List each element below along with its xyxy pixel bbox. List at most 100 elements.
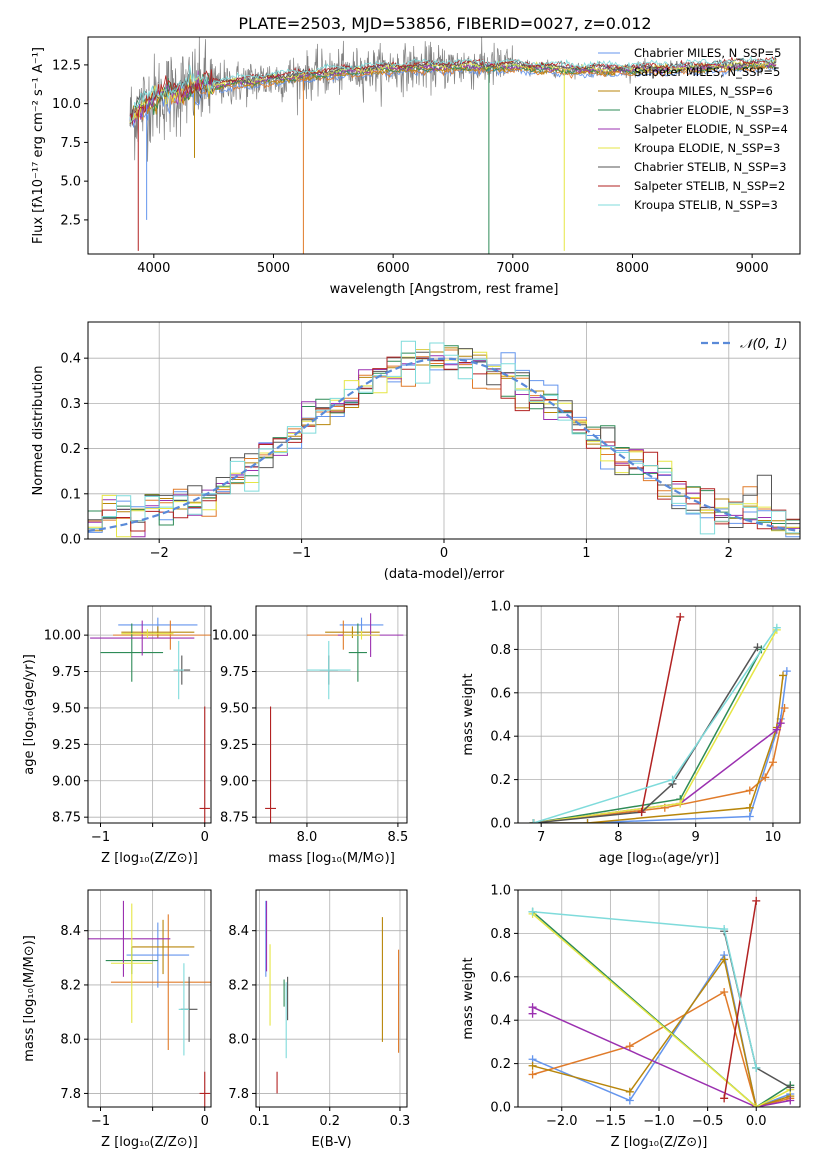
- massz-frame: [87, 889, 212, 1108]
- wz-ylabel: mass weight: [461, 957, 476, 1039]
- wz-xtick-label-0: −2.0: [546, 1114, 578, 1129]
- agem-xtick-label-0: 8.0: [297, 830, 318, 845]
- age-vs-z-panel: −1 0 8.75 9.00 9.25 9.50 9.75 10.00 Z [log₁₀(Z/Z…: [22, 605, 212, 866]
- agez-ytick-label-5: 10.00: [44, 629, 81, 644]
- spectrum-frame: [87, 36, 801, 255]
- wz-plot-area: [528, 896, 795, 1107]
- hist-xtick-label-0: −2: [150, 546, 169, 561]
- wage-series-7: [640, 616, 681, 813]
- agem-ytick-label-5: 10.00: [212, 629, 249, 644]
- histogram-plot-area: [88, 340, 800, 538]
- wage-series-4-marker-2: [772, 725, 781, 734]
- massz-xlabel: Z [log₁₀(Z/Z⊙)]: [101, 1135, 198, 1150]
- spectrum-panel: 4000 5000 6000 7000 8000 9000 2.5 5.0 7.5 10.0 12.…: [31, 36, 801, 297]
- massebv-xtick-label-0: 0.1: [249, 1114, 270, 1129]
- wz-series-8-marker-1: [720, 925, 729, 934]
- massebv-ytick-label-1: 8.0: [228, 1033, 249, 1048]
- agez-xlabel: Z [log₁₀(Z/Z⊙)]: [101, 851, 198, 866]
- residual-histogram-panel: −2 −1 0 1 2 0.0 0.1 0.2 0.3 0.4 (data-model)/error…: [31, 321, 801, 582]
- weight-vs-age-panel: 7 8 9 10 0.0 0.2 0.4 0.6 0.8 1.0 age [log₁₀(age/yr…: [461, 600, 801, 866]
- spectrum-ytick-label-3: 10.0: [52, 97, 81, 112]
- spectrum-legend-label-5: Kroupa ELODIE, N_SSP=3: [634, 141, 780, 155]
- wage-series-0-marker-2: [745, 812, 754, 821]
- wage-series-7-marker-1: [676, 612, 685, 621]
- wz-series-1-marker-1: [625, 1042, 634, 1051]
- wz-xtick-label-4: 0.0: [746, 1114, 767, 1129]
- hist-xtick-label-2: 0: [440, 546, 448, 561]
- wage-series-0-marker-4: [782, 667, 791, 676]
- spectrum-legend-label-2: Kroupa MILES, N_SSP=6: [634, 84, 773, 98]
- agez-xtick-label-2: 0: [201, 830, 209, 845]
- wz-series-5: [532, 913, 791, 1107]
- wz-ytick-label-3: 0.6: [490, 970, 511, 985]
- wz-series-6-marker-2: [786, 1083, 795, 1092]
- wage-ytick-label-2: 0.4: [490, 730, 511, 745]
- spectrum-model-line-2: [129, 62, 777, 122]
- spectrum-ytick-label-2: 7.5: [60, 136, 81, 151]
- massz-xtick-label-0: −1: [91, 1114, 110, 1129]
- agez-plot-area: [90, 617, 211, 823]
- wz-ytick-label-5: 1.0: [490, 884, 511, 899]
- wage-plot-area: [529, 612, 791, 823]
- histogram-series-8: [88, 340, 800, 538]
- agem-ytick-label-4: 9.75: [220, 665, 249, 680]
- wz-series-1-marker-0: [528, 1070, 537, 1079]
- spectrum-legend-label-6: Chabrier STELIB, N_SSP=3: [634, 160, 786, 174]
- wage-series-6-marker-3: [753, 643, 762, 652]
- wz-series-0-marker-1: [625, 1096, 634, 1105]
- agez-ytick-label-3: 9.50: [52, 701, 81, 716]
- spectrum-legend-label-4: Salpeter ELODIE, N_SSP=4: [634, 122, 788, 136]
- wage-ytick-label-5: 1.0: [490, 600, 511, 615]
- massz-ytick-label-3: 8.4: [60, 924, 81, 939]
- wz-series-1-marker-2: [720, 987, 729, 996]
- spectrum-model-line-7: [129, 56, 777, 125]
- spectrum-legend-label-0: Chabrier MILES, N_SSP=5: [634, 46, 781, 60]
- wage-series-5-marker-1: [676, 799, 685, 808]
- wage-xtick-label-2: 9: [692, 830, 700, 845]
- hist-ytick-label-4: 0.4: [60, 352, 81, 367]
- wz-ytick-label-1: 0.2: [490, 1057, 511, 1072]
- agez-ylabel: age [log₁₀(age/yr)]: [22, 654, 37, 775]
- wz-series-2-marker-2: [720, 955, 729, 964]
- wz-series-4-marker-1: [528, 1003, 537, 1012]
- wage-series-1-marker-3: [761, 773, 770, 782]
- massz-ytick-label-1: 8.0: [60, 1033, 81, 1048]
- spectrum-xtick-label-0: 4000: [137, 261, 170, 276]
- agem-xtick-label-1: 8.5: [388, 830, 409, 845]
- wage-series-7-marker-0: [637, 808, 646, 817]
- wz-series-3: [532, 911, 791, 1107]
- wage-series-2-marker-2: [745, 803, 754, 812]
- hist-ytick-label-1: 0.1: [60, 487, 81, 502]
- wage-series-4-marker-3: [776, 719, 785, 728]
- hist-xtick-label-1: −1: [292, 546, 311, 561]
- wz-xtick-label-1: −1.5: [595, 1114, 627, 1129]
- wage-series-8-marker-0: [529, 819, 538, 823]
- agez-frame: [87, 605, 212, 824]
- wage-series-1-marker-5: [780, 703, 789, 712]
- wage-ylabel: mass weight: [461, 673, 476, 755]
- massebv-ytick-label-3: 8.4: [228, 924, 249, 939]
- spectrum-model-line-8: [129, 55, 777, 123]
- wage-xtick-label-0: 7: [537, 830, 545, 845]
- spectrum-xtick-label-3: 7000: [496, 261, 529, 276]
- wage-series-1-marker-2: [745, 786, 754, 795]
- spectrum-legend-label-7: Salpeter STELIB, N_SSP=2: [634, 179, 785, 193]
- wage-ytick-label-1: 0.2: [490, 773, 511, 788]
- agez-ytick-label-4: 9.75: [52, 665, 81, 680]
- spectrum-legend-label-3: Chabrier ELODIE, N_SSP=3: [634, 103, 789, 117]
- agez-ytick-label-0: 8.75: [52, 811, 81, 826]
- wage-ytick-label-4: 0.8: [490, 643, 511, 658]
- massebv-xlabel: E(B-V): [311, 1135, 351, 1150]
- spectrum-xlabel: wavelength [Angstrom, rest frame]: [330, 282, 559, 297]
- wz-ytick-label-0: 0.0: [490, 1101, 511, 1116]
- spectrum-legend-label-1: Salpeter MILES, N_SSP=5: [634, 65, 780, 79]
- agem-ytick-label-1: 9.00: [220, 774, 249, 789]
- wage-series-6: [533, 646, 759, 823]
- agez-ytick-label-2: 9.25: [52, 738, 81, 753]
- wage-xtick-label-1: 8: [614, 830, 622, 845]
- spectrum-ytick-label-0: 2.5: [60, 213, 81, 228]
- spectrum-ylabel: Flux [fλ10⁻¹⁷ erg cm⁻² s⁻¹ A⁻¹]: [31, 47, 46, 244]
- spectrum-xtick-label-4: 8000: [616, 261, 649, 276]
- wage-xtick-label-3: 10: [765, 830, 782, 845]
